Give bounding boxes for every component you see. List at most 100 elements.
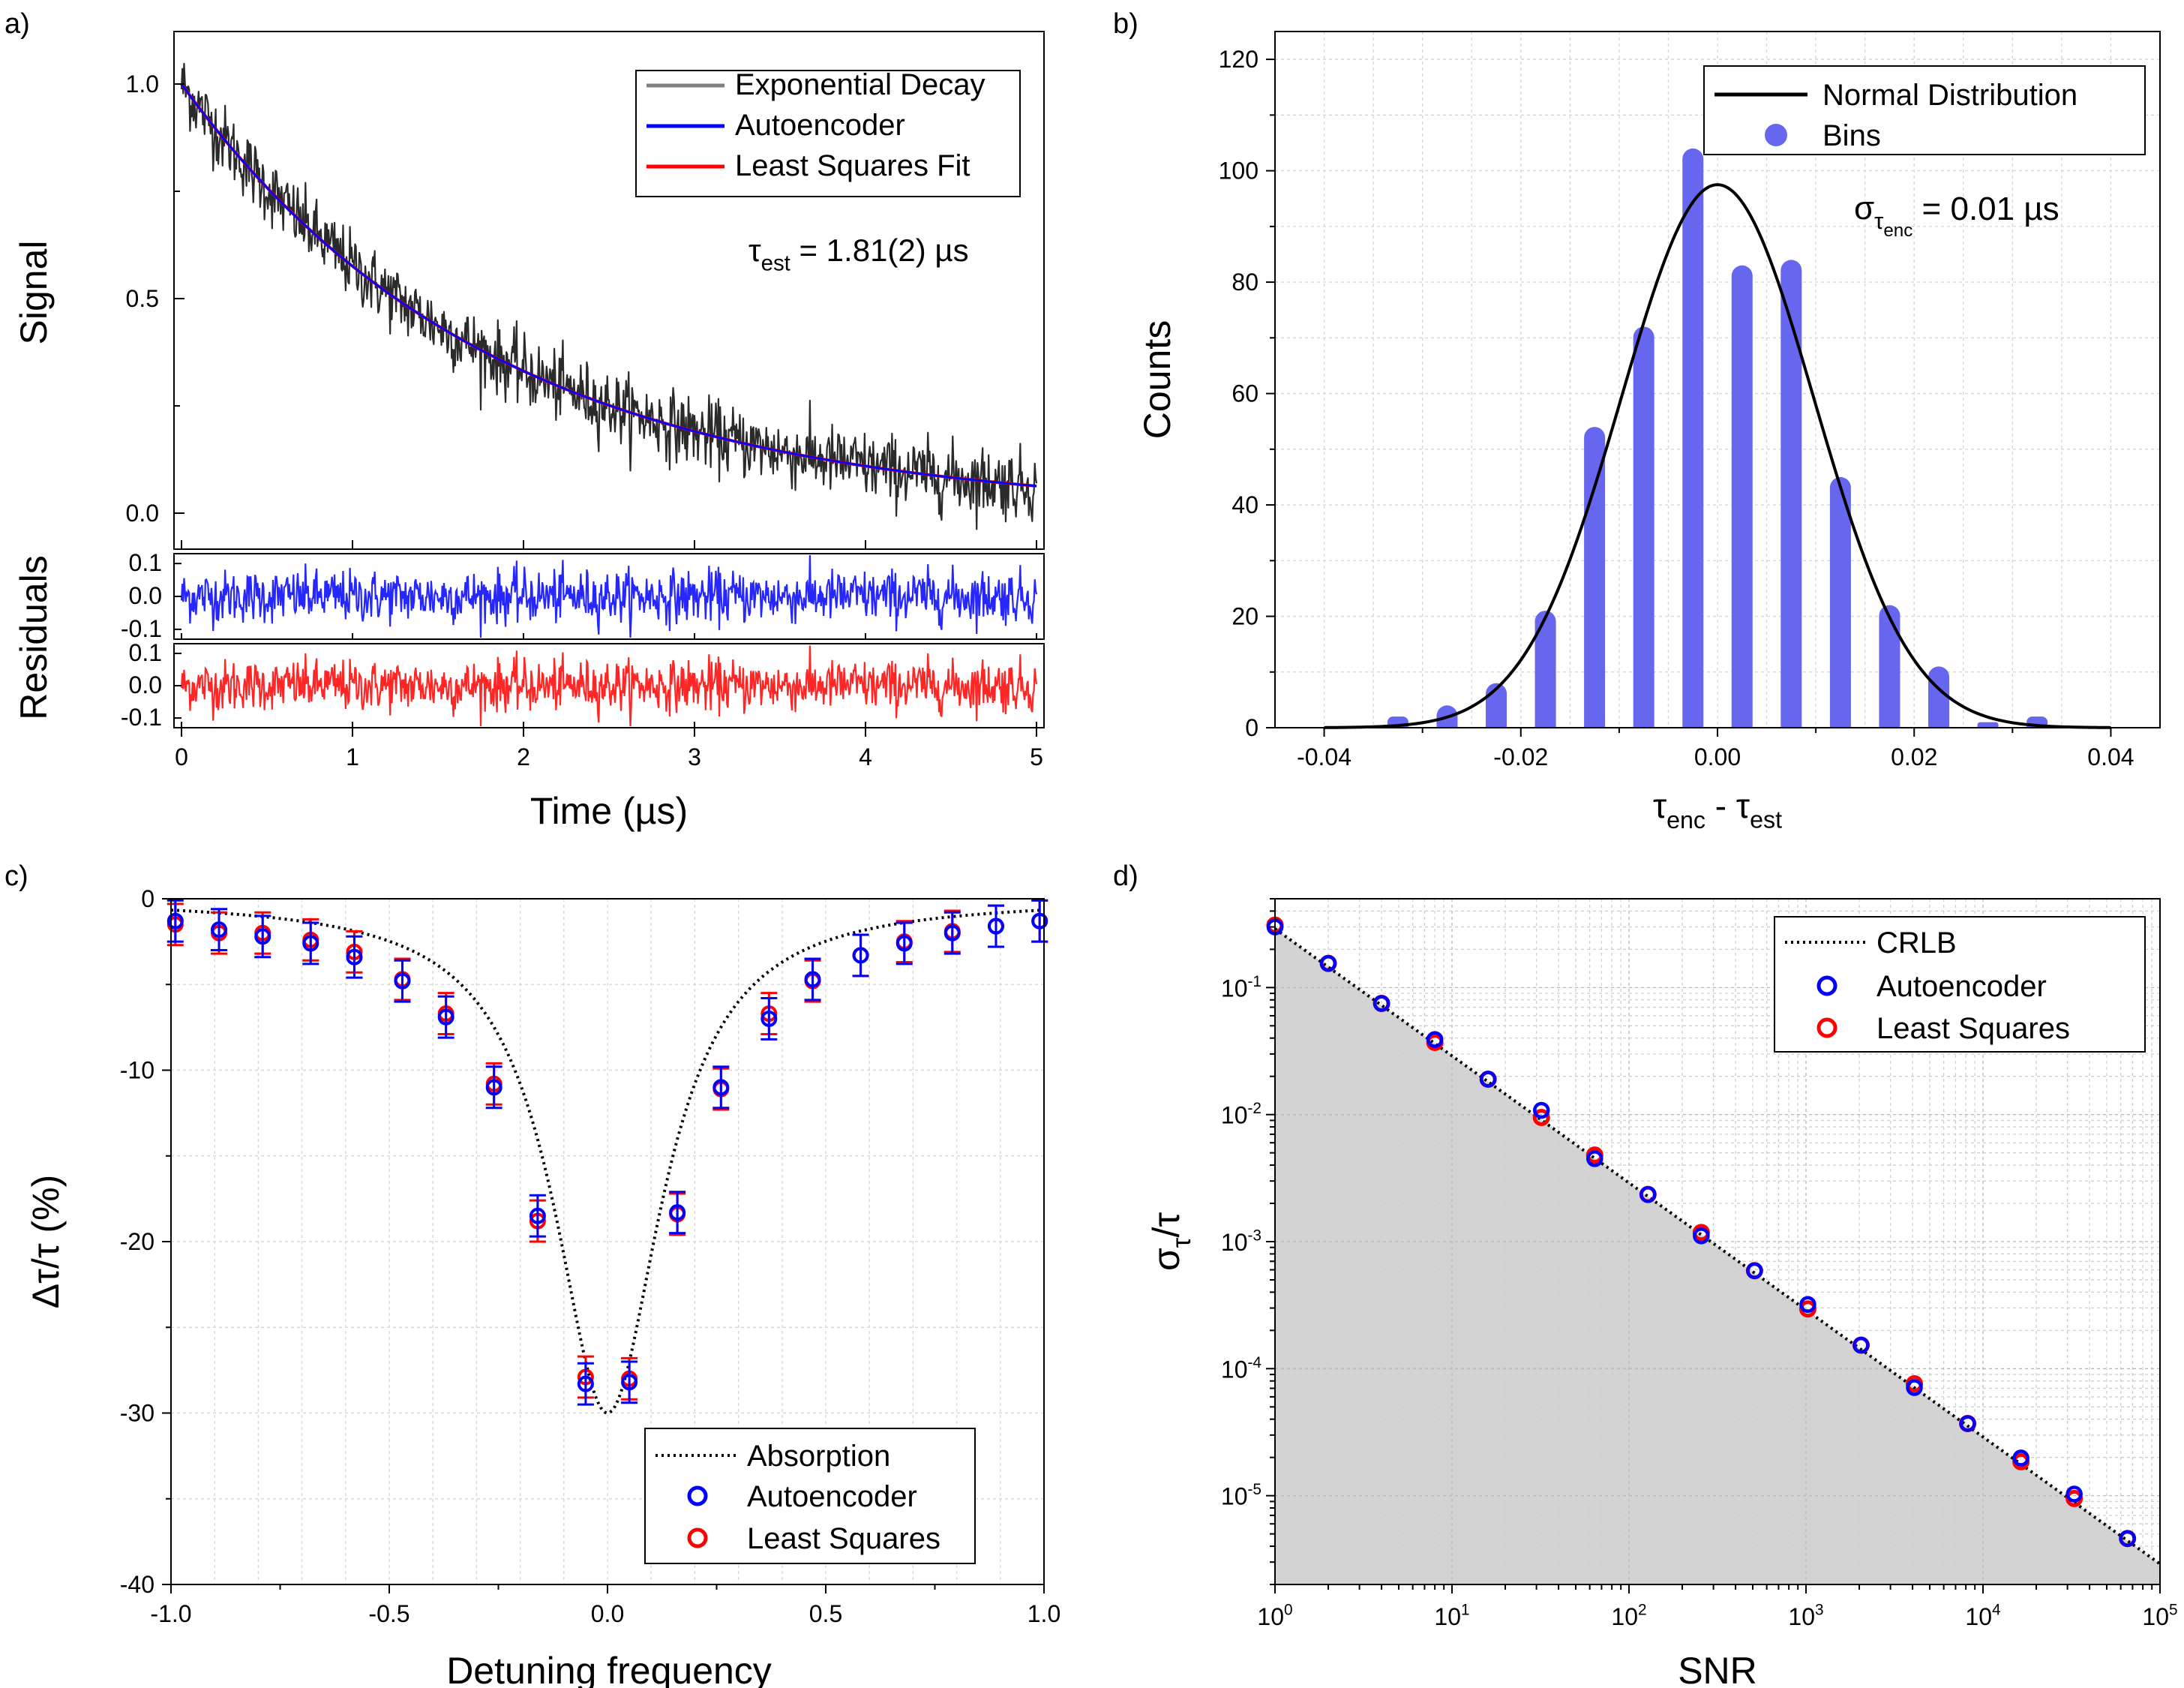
normal-distribution-curve <box>1324 183 2111 729</box>
autoencoder-point <box>896 935 913 952</box>
c-legend-label-1: Least Squares <box>747 1522 940 1555</box>
histogram-bin <box>1682 148 1704 728</box>
autoencoder-point <box>944 924 961 942</box>
c-y-tick-label: -10 <box>120 1057 154 1084</box>
signal-y-tick-label: 0.5 <box>126 285 159 312</box>
panel-c-label: c) <box>4 861 28 892</box>
c-legend-frame <box>644 1428 976 1564</box>
histogram-bin <box>1436 705 1458 728</box>
snr-x-axis-label: SNR <box>1678 1650 1757 1688</box>
autoencoder-point <box>1693 1227 1710 1245</box>
autoencoder-point <box>1031 912 1048 930</box>
autoencoder-point <box>621 1374 638 1391</box>
autoencoder-point <box>2066 1485 2083 1503</box>
d-legend-label-crlb: CRLB <box>1876 927 1957 960</box>
d-y-tick-label: 10-4 <box>1221 1354 1262 1383</box>
time-x-tick-label: 1 <box>346 743 359 770</box>
hist-legend-swatch-bins <box>1765 124 1787 146</box>
signal-legend-label-2: Least Squares Fit <box>735 149 970 182</box>
sigma-annotation: στenc = 0.01 µs <box>1854 190 2060 241</box>
autoencoder-point <box>1799 1296 1816 1314</box>
panel-c-chart: -1.0 -0.5 0.0 0.5 1.0 0 -10 -20 -30 -40 Δτ/τ (%) De… <box>25 885 1060 1688</box>
d-y-tick-label: 10-1 <box>1221 973 1262 1002</box>
d-y-tick-label: 10-3 <box>1221 1227 1262 1256</box>
tau-estimate-annotation: τest = 1.81(2) µs <box>748 233 969 276</box>
signal-legend: Exponential Decay Autoencoder Least Square… <box>635 68 1021 197</box>
c-legend: Absorption Autoencoder Least Squares <box>644 1428 976 1564</box>
d-y-tick-label: 10-2 <box>1221 1100 1262 1128</box>
histogram-bin <box>1534 611 1556 728</box>
d-x-tick-label: 100 <box>1257 1602 1292 1630</box>
histogram-bin <box>1977 722 1999 728</box>
panel-b-label: b) <box>1113 8 1138 40</box>
autoencoder-point <box>1532 1101 1550 1119</box>
histogram-bin <box>1731 265 1753 728</box>
hist-x-axis-label: τenc - τest <box>1653 786 1782 833</box>
histogram-bin <box>1780 260 1802 728</box>
panel-a-label: a) <box>4 8 30 40</box>
panel-a-chart: 1.0 0.5 0.0 Signal Exponential Decay Autoenco… <box>13 31 1045 832</box>
d-legend-label-0: Autoencoder <box>1876 970 2047 1003</box>
histogram-bin <box>1486 683 1507 728</box>
residual-y-tick-label: 0.1 <box>129 549 162 576</box>
c-legend-label-0: Autoencoder <box>747 1480 917 1513</box>
c-x-tick-label: -1.0 <box>150 1600 191 1627</box>
d-x-tick-label: 103 <box>1788 1602 1823 1630</box>
signal-legend-label-0: Exponential Decay <box>735 68 986 101</box>
autoencoder-point <box>577 1375 594 1392</box>
hist-y-tick-label: 40 <box>1232 491 1258 518</box>
autoencoder-line <box>180 83 1037 488</box>
hist-legend-label-bins: Bins <box>1822 119 1881 152</box>
time-x-tick-label: 3 <box>688 743 701 770</box>
c-legend-swatch-1 <box>687 1527 708 1548</box>
signal-legend-frame <box>635 70 1021 197</box>
autoencoder-point <box>254 928 272 945</box>
autoencoder-point <box>1586 1150 1604 1167</box>
hist-x-tick-label: 0.00 <box>1694 743 1741 770</box>
c-y-tick-label: -40 <box>120 1571 154 1598</box>
autoencoder-point <box>1640 1185 1657 1203</box>
autoencoder-point <box>1852 1336 1870 1354</box>
d-legend-swatch-0 <box>1816 975 1838 996</box>
autoencoder-point <box>211 921 228 939</box>
autoencoder-point <box>302 935 320 952</box>
delta-tau-y-axis-label: Δτ/τ (%) <box>25 1175 67 1308</box>
histogram-bin <box>1633 326 1654 728</box>
hist-y-tick-label: 0 <box>1245 714 1258 741</box>
signal-y-tick-label: 0.0 <box>126 500 159 527</box>
autoencoder-point <box>394 972 411 990</box>
autoencoder-point <box>804 971 821 988</box>
hist-x-tick-label: -0.02 <box>1493 743 1548 770</box>
hist-legend: Normal Distribution Bins <box>1703 65 2146 155</box>
residual-y-tick-label: 0.1 <box>129 639 162 666</box>
autoencoder-point <box>529 1207 546 1224</box>
crlb-shaded-region <box>1275 899 2160 1584</box>
c-y-tick-label: -20 <box>120 1228 154 1255</box>
counts-y-axis-label: Counts <box>1136 320 1178 439</box>
hist-y-tick-label: 100 <box>1219 158 1258 185</box>
hist-y-tick-label: 120 <box>1219 46 1258 73</box>
time-x-axis-label: Time (µs) <box>530 790 688 832</box>
c-legend-swatch-0 <box>687 1485 708 1506</box>
time-x-tick-label: 4 <box>859 743 872 770</box>
histogram-bin <box>1879 605 1900 728</box>
histogram-bin <box>1829 476 1851 728</box>
autoencoder-point <box>1746 1262 1763 1280</box>
time-x-tick-label: 2 <box>517 743 530 770</box>
least-squares-residuals-line <box>180 645 1038 727</box>
residual-y-tick-label: -0.1 <box>121 704 162 731</box>
d-x-tick-label: 104 <box>1965 1602 2000 1630</box>
hist-x-tick-label: 0.04 <box>2087 743 2134 770</box>
d-x-tick-label: 101 <box>1434 1602 1469 1630</box>
autoencoder-point <box>166 912 184 930</box>
signal-y-axis-label: Signal <box>13 241 55 345</box>
hist-legend-label-normal: Normal Distribution <box>1822 79 2078 112</box>
autoencoder-point <box>1479 1071 1497 1088</box>
c-x-tick-label: -0.5 <box>368 1600 410 1627</box>
panel-d-chart: 100 101 102 103 104 105 10-1 10-2 10-3 10-4 10-5 στ… <box>1145 898 2178 1688</box>
residual-y-tick-label: 0.0 <box>129 582 162 609</box>
d-legend: CRLB Autoencoder Least Squares <box>1774 916 2146 1053</box>
autoencoder-point <box>2012 1449 2030 1467</box>
c-legend-label-absorption: Absorption <box>747 1440 890 1473</box>
c-y-tick-label: -30 <box>120 1400 154 1427</box>
